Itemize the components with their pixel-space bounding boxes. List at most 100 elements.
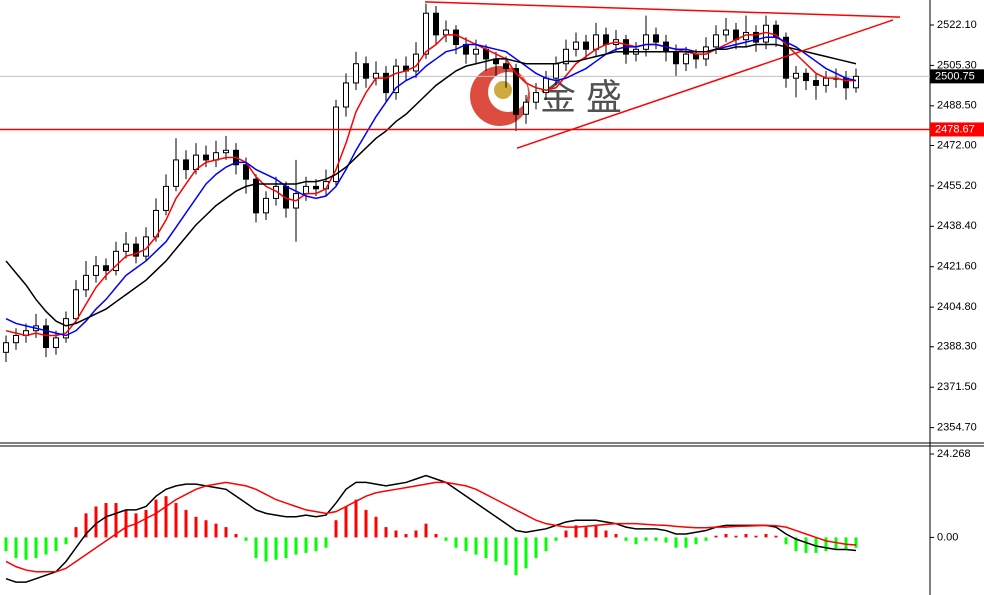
candle-body xyxy=(713,34,719,48)
histogram-bar xyxy=(524,537,528,569)
candle-body xyxy=(103,265,109,272)
candle-body xyxy=(563,48,569,65)
y-tick-label: 24.268 xyxy=(937,448,971,460)
histogram-bar xyxy=(804,537,808,553)
histogram-bar xyxy=(424,523,428,538)
candle-body xyxy=(603,34,609,45)
histogram-bar xyxy=(494,537,498,562)
histogram-bar xyxy=(404,533,408,538)
histogram-bar xyxy=(264,537,268,562)
histogram-bar xyxy=(534,537,538,559)
histogram-bar xyxy=(164,496,168,538)
histogram-bar xyxy=(144,509,148,538)
candle-body xyxy=(643,34,649,50)
histogram-bar xyxy=(94,506,98,538)
histogram-bar xyxy=(374,516,378,538)
histogram-bar xyxy=(134,513,138,538)
y-tick-label: 2488.50 xyxy=(937,100,977,112)
histogram-bar xyxy=(414,530,418,538)
candle-body xyxy=(383,72,389,94)
candle-body xyxy=(533,92,539,103)
candle-body xyxy=(683,53,689,65)
candle-body xyxy=(93,265,99,276)
candle-body xyxy=(573,41,579,50)
candle-body xyxy=(123,243,129,252)
y-tick-label: 2455.20 xyxy=(937,180,977,192)
candle-body xyxy=(823,77,829,86)
candle-body xyxy=(203,154,209,161)
histogram-bar xyxy=(114,503,118,538)
candle-body xyxy=(763,24,769,43)
y-tick-label: 2522.10 xyxy=(937,19,977,31)
histogram-bar xyxy=(124,509,128,538)
watermark-logo xyxy=(470,66,530,126)
histogram-bar xyxy=(324,537,328,548)
histogram-bar xyxy=(244,537,248,541)
candle-body xyxy=(653,34,659,43)
candle-body xyxy=(353,63,359,84)
histogram-bar xyxy=(824,537,828,552)
level-label-bg xyxy=(930,122,984,137)
candle-body xyxy=(223,149,229,154)
candle-body xyxy=(423,12,429,55)
y-tick-label: 2505.30 xyxy=(937,59,977,71)
candle-body xyxy=(3,342,9,353)
candle-body xyxy=(363,63,369,79)
candle-body xyxy=(173,159,179,187)
histogram-bar xyxy=(634,537,638,545)
histogram-bar xyxy=(754,535,758,538)
candle-body xyxy=(793,72,799,79)
histogram-bar xyxy=(214,523,218,538)
histogram-bar xyxy=(614,533,618,538)
histogram-bar xyxy=(394,530,398,538)
candle-body xyxy=(313,185,319,190)
candle-body xyxy=(513,68,519,115)
candle-body xyxy=(343,82,349,108)
histogram-bar xyxy=(744,533,748,538)
histogram-bar xyxy=(464,537,468,552)
histogram-bar xyxy=(764,533,768,538)
candle-body xyxy=(163,185,169,211)
candle-body xyxy=(473,48,479,55)
histogram-bar xyxy=(274,537,278,560)
histogram-bar xyxy=(564,530,568,538)
histogram-bar xyxy=(204,520,208,538)
histogram-bar xyxy=(604,530,608,538)
candle-body xyxy=(753,31,759,43)
histogram-bar xyxy=(574,525,578,538)
candle-body xyxy=(113,250,119,272)
histogram-bar xyxy=(334,520,338,538)
candle-body xyxy=(393,65,399,94)
histogram-bar xyxy=(4,537,8,552)
candle-body xyxy=(253,178,259,214)
histogram-bar xyxy=(14,537,18,559)
candle-body xyxy=(673,51,679,65)
candle-body xyxy=(13,334,19,344)
histogram-bar xyxy=(304,537,308,553)
histogram-bar xyxy=(734,535,738,538)
level-label: 2478.67 xyxy=(935,123,975,135)
histogram-bar xyxy=(844,537,848,550)
histogram-bar xyxy=(294,537,298,555)
histogram-bar xyxy=(104,503,108,538)
candle-body xyxy=(583,41,589,50)
candle-body xyxy=(243,164,249,180)
histogram-bar xyxy=(234,533,238,538)
candle-body xyxy=(553,63,559,79)
histogram-bar xyxy=(474,537,478,555)
candle-body xyxy=(523,101,529,115)
histogram-bar xyxy=(714,535,718,538)
histogram-bar xyxy=(194,516,198,538)
histogram-bar xyxy=(704,537,708,541)
candle-body xyxy=(263,197,269,214)
candle-body xyxy=(133,243,139,257)
last-price-label: 2500.75 xyxy=(935,70,975,82)
histogram-bar xyxy=(654,537,658,541)
histogram-bar xyxy=(584,527,588,538)
candle-body xyxy=(593,34,599,50)
candle-body xyxy=(503,63,509,70)
y-tick-label: 0.00 xyxy=(937,531,958,543)
y-tick-label: 2371.50 xyxy=(937,381,977,393)
candle-body xyxy=(63,318,69,339)
candle-body xyxy=(803,72,809,82)
